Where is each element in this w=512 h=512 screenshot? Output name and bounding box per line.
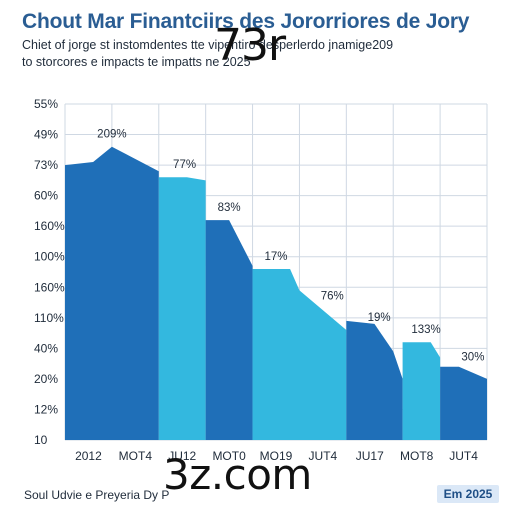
y-tick-label: 160% <box>34 219 65 233</box>
y-tick-label: 160% <box>34 280 65 294</box>
y-tick-label: 73% <box>34 158 58 172</box>
data-label: 19% <box>368 312 391 324</box>
x-tick-label: MO19 <box>260 449 293 463</box>
y-tick-label: 60% <box>34 189 58 203</box>
x-tick-label: 2012 <box>75 449 102 463</box>
chart-subtitle-line-2: to storcores e impacts te impatts ne 202… <box>22 55 251 69</box>
x-tick-label: MOT8 <box>400 449 434 463</box>
data-label: 77% <box>173 159 196 171</box>
data-label: 17% <box>264 251 287 263</box>
y-tick-label: 110% <box>34 311 64 325</box>
data-labels: 209% 77% 83% 17% 76% 19% 133% 30% <box>97 129 484 364</box>
data-label: 209% <box>97 129 126 141</box>
watermark-top: 73r <box>214 20 286 71</box>
y-tick-label: 55% <box>34 97 58 111</box>
x-axis-tick-labels: 2012 MOT4 JU12 MOT0 MO19 JUT4 JU17 MOT8 JUT4 <box>75 449 478 463</box>
y-tick-label: 100% <box>34 250 65 264</box>
data-label: 133% <box>411 324 440 336</box>
chart-subtitle-line-1: Chiet of jorge st instomdentes tte vipen… <box>22 38 394 52</box>
area-segment-light <box>252 268 347 440</box>
x-tick-label: JUT4 <box>309 449 338 463</box>
area-segments <box>65 146 487 441</box>
area-segment-dark <box>205 220 253 440</box>
y-tick-label: 10 <box>34 433 48 447</box>
y-tick-label: 40% <box>34 341 58 355</box>
x-tick-label: JU12 <box>168 449 196 463</box>
chart-title: Chout Mar Finantciirs des Jororriores de… <box>22 10 470 33</box>
y-tick-label: 20% <box>34 372 58 386</box>
x-tick-label: MOT4 <box>119 449 153 463</box>
area-segment-light <box>158 177 206 441</box>
area-segment-dark <box>65 146 159 440</box>
area-segment-dark <box>346 320 403 440</box>
y-tick-label: 49% <box>34 128 58 142</box>
area-segment-light <box>402 342 441 440</box>
x-tick-label: JUT4 <box>449 449 478 463</box>
data-label: 76% <box>321 290 344 302</box>
y-axis-tick-labels: 55% 49% 73% 60% 160% 100% 160% 110% 40% 20% 12% 10 <box>34 97 65 447</box>
y-tick-label: 12% <box>34 402 58 416</box>
data-label: 30% <box>461 352 484 364</box>
year-badge: Em 2025 <box>437 485 499 503</box>
data-label: 83% <box>218 202 241 214</box>
x-tick-label: MOT0 <box>212 449 246 463</box>
area-segment-dark <box>440 366 487 440</box>
x-tick-label: JU17 <box>356 449 384 463</box>
watermark-bottom: 3z.com <box>163 450 312 499</box>
source-note: Soul Udvie e Preyeria Dy P <box>24 488 170 502</box>
